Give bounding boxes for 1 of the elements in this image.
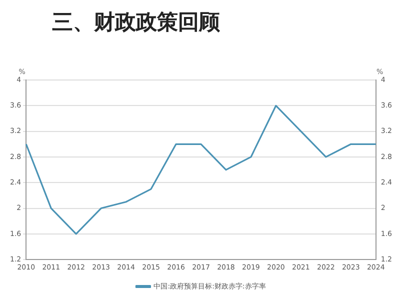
- chart-title: 三、财政政策回顾: [52, 9, 220, 36]
